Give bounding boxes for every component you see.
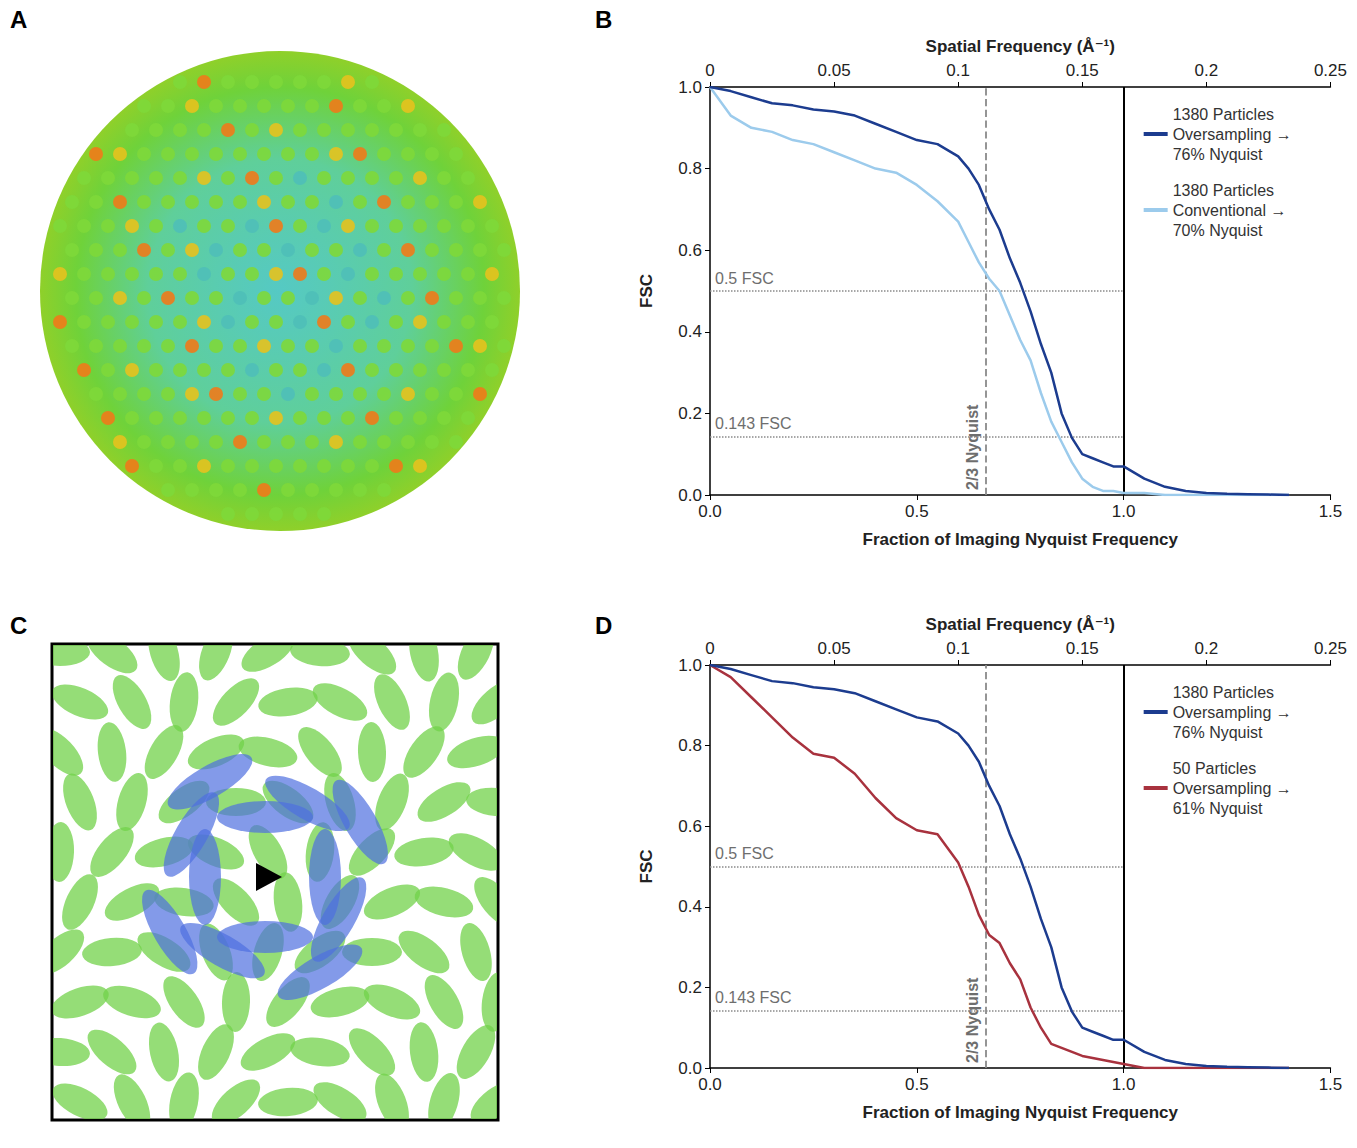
svg-text:0.25: 0.25 [1314,639,1347,658]
svg-text:1.5: 1.5 [1319,502,1343,521]
svg-text:Oversampling →: Oversampling → [1173,780,1297,797]
svg-text:0.15: 0.15 [1066,639,1099,658]
html-text:C: C [10,612,28,639]
svg-text:Spatial Frequency (Å⁻¹): Spatial Frequency (Å⁻¹) [926,615,1115,634]
svg-text:Oversampling →: Oversampling → [1173,704,1297,721]
svg-text:Fraction of Imaging Nyquist Fr: Fraction of Imaging Nyquist Frequency [862,1103,1178,1122]
svg-text:1.0: 1.0 [1112,502,1136,521]
svg-text:0: 0 [705,639,714,658]
svg-text:0.2: 0.2 [678,978,702,997]
svg-text:0.1: 0.1 [946,639,970,658]
svg-text:Fraction of Imaging Nyquist Fr: Fraction of Imaging Nyquist Frequency [862,530,1178,549]
svg-text:0.05: 0.05 [818,639,851,658]
svg-text:2/3 Nyquist: 2/3 Nyquist [964,977,981,1063]
svg-text:0.8: 0.8 [678,159,702,178]
svg-text:1.0: 1.0 [678,78,702,97]
svg-text:0.6: 0.6 [678,241,702,260]
svg-text:61% Nyquist: 61% Nyquist [1173,800,1263,817]
svg-text:0.15: 0.15 [1066,61,1099,80]
svg-text:0.0: 0.0 [698,1075,722,1094]
svg-text:0.4: 0.4 [678,897,702,916]
svg-text:0.5: 0.5 [905,1075,929,1094]
svg-text:0.8: 0.8 [678,736,702,755]
svg-text:0.0: 0.0 [678,1058,702,1078]
svg-text:70% Nyquist: 70% Nyquist [1173,222,1263,239]
svg-text:0.5: 0.5 [905,502,929,521]
svg-text:FSC: FSC [637,274,656,308]
svg-text:0.0: 0.0 [698,502,722,521]
html-text:B: B [595,6,613,33]
svg-text:0.25: 0.25 [1314,61,1347,80]
svg-text:0.143 FSC: 0.143 FSC [715,989,791,1006]
html-text:A: A [10,6,28,33]
svg-text:1.5: 1.5 [1319,1075,1343,1094]
svg-text:0.143 FSC: 0.143 FSC [715,415,791,432]
svg-text:1380 Particles: 1380 Particles [1173,182,1279,199]
svg-text:2/3 Nyquist: 2/3 Nyquist [964,404,981,490]
svg-text:0: 0 [705,61,714,80]
svg-text:0.5 FSC: 0.5 FSC [715,845,774,862]
svg-text:0.5 FSC: 0.5 FSC [715,270,774,287]
svg-text:50 Particles: 50 Particles [1173,760,1261,777]
svg-text:FSC: FSC [637,850,656,884]
svg-text:1.0: 1.0 [1112,1075,1136,1094]
svg-text:0.2: 0.2 [1195,639,1219,658]
svg-text:1380 Particles: 1380 Particles [1173,684,1279,701]
svg-text:76% Nyquist: 76% Nyquist [1173,146,1263,163]
svg-text:0.6: 0.6 [678,817,702,836]
svg-text:Conventional →: Conventional → [1173,202,1291,219]
svg-text:Oversampling →: Oversampling → [1173,126,1297,143]
svg-text:0.05: 0.05 [818,61,851,80]
svg-text:0.4: 0.4 [678,322,702,341]
svg-text:1380 Particles: 1380 Particles [1173,106,1279,123]
svg-text:0.1: 0.1 [946,61,970,80]
svg-text:76% Nyquist: 76% Nyquist [1173,724,1263,741]
svg-text:1.0: 1.0 [678,656,702,675]
svg-text:0.0: 0.0 [678,485,702,505]
svg-text:Spatial Frequency (Å⁻¹): Spatial Frequency (Å⁻¹) [926,37,1115,56]
svg-text:0.2: 0.2 [1195,61,1219,80]
svg-text:0.2: 0.2 [678,404,702,423]
html-text:D: D [595,612,613,639]
